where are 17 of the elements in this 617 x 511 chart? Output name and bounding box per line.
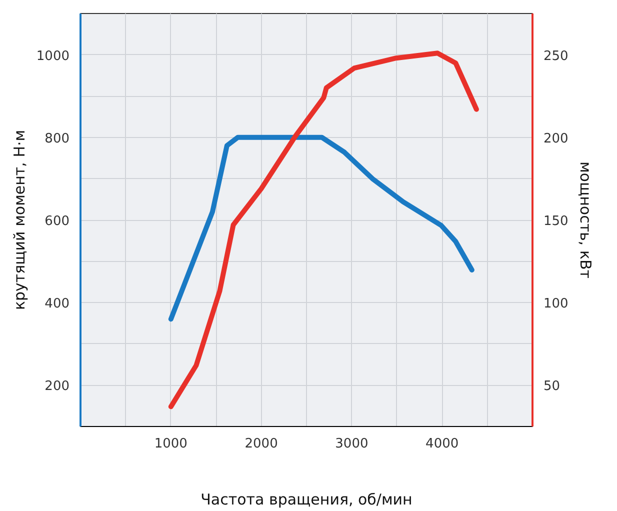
x-tick-label: 2000 bbox=[244, 436, 278, 452]
x-axis-title: Частота вращения, об/мин bbox=[200, 490, 412, 508]
y2-tick-label: 100 bbox=[544, 296, 568, 312]
y2-axis-title: мощность, кВт bbox=[576, 161, 594, 279]
y-tick-label: 600 bbox=[44, 214, 70, 229]
y2-tick-label: 250 bbox=[544, 48, 568, 64]
y2-tick-label: 50 bbox=[544, 379, 560, 394]
x-tick-label: 3000 bbox=[335, 436, 368, 452]
x-tick-label: 4000 bbox=[426, 436, 459, 452]
y2-tick-label: 200 bbox=[544, 131, 568, 146]
y-tick-label: 1000 bbox=[36, 48, 70, 64]
y2-tick-label: 150 bbox=[544, 214, 568, 229]
y-tick-label: 800 bbox=[44, 131, 70, 146]
y-axis-title: крутящий момент, Н·м bbox=[10, 130, 28, 310]
y-tick-label: 200 bbox=[44, 379, 70, 394]
x-tick-label: 1000 bbox=[154, 436, 188, 452]
y-tick-label: 400 bbox=[44, 296, 70, 312]
